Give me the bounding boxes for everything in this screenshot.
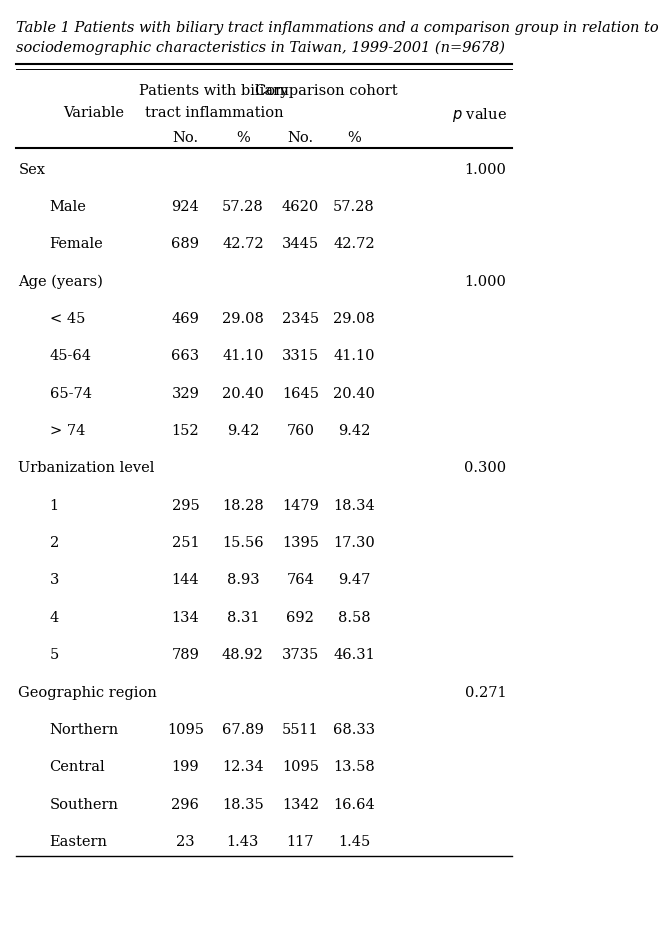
Text: 469: 469 (172, 312, 199, 326)
Text: 1.45: 1.45 (338, 835, 370, 849)
Text: Sex: Sex (18, 163, 45, 177)
Text: Urbanization level: Urbanization level (18, 461, 155, 475)
Text: 29.08: 29.08 (222, 312, 264, 326)
Text: 1479: 1479 (282, 499, 319, 513)
Text: 9.42: 9.42 (338, 424, 370, 438)
Text: Age (years): Age (years) (18, 275, 103, 289)
Text: 5: 5 (50, 648, 59, 662)
Text: 9.47: 9.47 (338, 573, 370, 587)
Text: 3: 3 (50, 573, 59, 587)
Text: 2345: 2345 (282, 312, 319, 326)
Text: 2: 2 (50, 536, 59, 550)
Text: Female: Female (50, 237, 103, 251)
Text: No.: No. (172, 131, 198, 145)
Text: 924: 924 (172, 200, 199, 214)
Text: 42.72: 42.72 (222, 237, 264, 251)
Text: 8.93: 8.93 (227, 573, 259, 587)
Text: 251: 251 (172, 536, 199, 550)
Text: 764: 764 (287, 573, 315, 587)
Text: 18.35: 18.35 (222, 798, 264, 812)
Text: No.: No. (287, 131, 313, 145)
Text: 1095: 1095 (167, 723, 204, 737)
Text: 0.271: 0.271 (465, 686, 507, 700)
Text: 65-74: 65-74 (50, 387, 92, 401)
Text: 3315: 3315 (282, 349, 319, 363)
Text: 199: 199 (172, 760, 199, 774)
Text: tract inflammation: tract inflammation (145, 106, 283, 120)
Text: 663: 663 (172, 349, 199, 363)
Text: < 45: < 45 (50, 312, 85, 326)
Text: 9.42: 9.42 (227, 424, 259, 438)
Text: Patients with biliary: Patients with biliary (140, 84, 289, 98)
Text: 18.28: 18.28 (222, 499, 264, 513)
Text: 1645: 1645 (282, 387, 319, 401)
Text: 117: 117 (287, 835, 314, 849)
Text: 296: 296 (172, 798, 199, 812)
Text: 17.30: 17.30 (333, 536, 375, 550)
Text: 46.31: 46.31 (333, 648, 375, 662)
Text: 57.28: 57.28 (222, 200, 264, 214)
Text: 689: 689 (172, 237, 199, 251)
Text: Variable: Variable (64, 106, 124, 120)
Text: 48.92: 48.92 (222, 648, 264, 662)
Text: 1342: 1342 (282, 798, 319, 812)
Text: %: % (347, 131, 361, 145)
Text: 1395: 1395 (282, 536, 319, 550)
Text: 13.58: 13.58 (333, 760, 375, 774)
Text: 5511: 5511 (282, 723, 319, 737)
Text: 57.28: 57.28 (333, 200, 375, 214)
Text: 18.34: 18.34 (333, 499, 375, 513)
Text: 8.31: 8.31 (227, 611, 259, 625)
Text: 42.72: 42.72 (333, 237, 375, 251)
Text: Eastern: Eastern (50, 835, 108, 849)
Text: sociodemographic characteristics in Taiwan, 1999-2001 (n=9678): sociodemographic characteristics in Taiw… (16, 40, 505, 54)
Text: 12.34: 12.34 (222, 760, 264, 774)
Text: 45-64: 45-64 (50, 349, 92, 363)
Text: 134: 134 (172, 611, 199, 625)
Text: Southern: Southern (50, 798, 118, 812)
Text: 15.56: 15.56 (222, 536, 264, 550)
Text: 20.40: 20.40 (333, 387, 375, 401)
Text: Central: Central (50, 760, 105, 774)
Text: 29.08: 29.08 (333, 312, 375, 326)
Text: 41.10: 41.10 (222, 349, 263, 363)
Text: Comparison cohort: Comparison cohort (255, 84, 398, 98)
Text: 8.58: 8.58 (338, 611, 370, 625)
Text: 1095: 1095 (282, 760, 319, 774)
Text: 4620: 4620 (282, 200, 319, 214)
Text: 0.300: 0.300 (464, 461, 507, 475)
Text: 1.43: 1.43 (227, 835, 259, 849)
Text: 20.40: 20.40 (222, 387, 264, 401)
Text: Table 1 Patients with biliary tract inflammations and a comparison group in rela: Table 1 Patients with biliary tract infl… (16, 21, 658, 35)
Text: Geographic region: Geographic region (18, 686, 157, 700)
Text: %: % (236, 131, 250, 145)
Text: $p$ value: $p$ value (452, 106, 507, 124)
Text: 789: 789 (172, 648, 199, 662)
Text: 4: 4 (50, 611, 59, 625)
Text: 1.000: 1.000 (465, 163, 507, 177)
Text: 152: 152 (172, 424, 199, 438)
Text: 67.89: 67.89 (222, 723, 264, 737)
Text: 1: 1 (50, 499, 59, 513)
Text: 144: 144 (172, 573, 199, 587)
Text: 692: 692 (287, 611, 315, 625)
Text: 16.64: 16.64 (333, 798, 375, 812)
Text: > 74: > 74 (50, 424, 85, 438)
Text: 295: 295 (172, 499, 199, 513)
Text: 3735: 3735 (282, 648, 319, 662)
Text: Male: Male (50, 200, 86, 214)
Text: 3445: 3445 (282, 237, 319, 251)
Text: Northern: Northern (50, 723, 119, 737)
Text: 1.000: 1.000 (465, 275, 507, 289)
Text: 23: 23 (176, 835, 195, 849)
Text: 41.10: 41.10 (333, 349, 375, 363)
Text: 68.33: 68.33 (333, 723, 375, 737)
Text: 760: 760 (287, 424, 315, 438)
Text: 329: 329 (172, 387, 199, 401)
